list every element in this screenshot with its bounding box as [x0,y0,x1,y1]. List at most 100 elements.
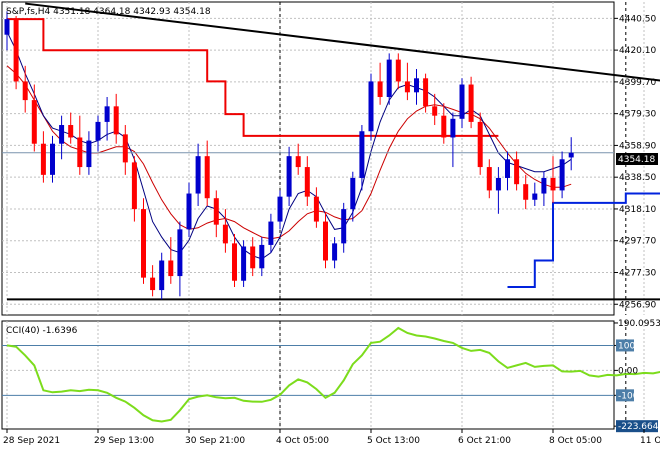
candle-body [523,184,529,200]
candle-body [122,134,128,163]
candle [368,73,374,141]
cci-tick-label: -223.6649 [618,422,660,432]
candle-body [222,224,228,244]
candle [495,167,501,214]
candle [541,171,547,206]
price-chart-pane[interactable]: 4440.50 4420.10 4399.70 4379.30 4358.90 4338.… [1,1,660,316]
candle-body [414,78,419,93]
candle [222,209,228,253]
cci-tick-label: 100 [618,341,635,351]
cci-tick-label: 0.00 [618,366,638,376]
time-tick-label: 8 Oct 05:00 [549,436,602,446]
price-tick-label: 4256.90 [619,300,656,310]
candle [377,62,383,105]
candle-body [304,167,310,197]
candle-body [150,277,156,291]
candle-body [31,100,37,144]
cci-level-lines [2,344,614,396]
symbol-title: S&P,fs,H4 4351.18 4364.18 4342.93 4354.1… [6,7,211,17]
candle-body [505,159,510,178]
candle [295,143,301,175]
candle [459,78,465,129]
candle-body [495,177,501,191]
candle-body [40,143,46,175]
candle-body [77,137,83,168]
candle-body [22,81,28,101]
candle-body [286,156,292,197]
candle [113,93,119,144]
candle [122,125,128,175]
candle [395,53,401,90]
candle-body [59,125,65,144]
candle [341,202,347,253]
candle [477,112,483,175]
time-tick-label: 5 Oct 13:00 [367,436,420,446]
candle-body [295,156,301,168]
candle [423,73,429,113]
cci-axis: 190.0953 100 0.00 -100 -223.6649 [614,319,660,433]
candle [4,11,10,51]
candle-body [459,84,465,119]
candle-body [477,121,483,168]
candle [386,53,392,105]
cci-title: CCI(40) -1.6396 [6,326,78,336]
candle-body [232,243,237,281]
candle [450,112,456,168]
candle [141,198,146,284]
slow-moving-average [6,65,572,240]
cci-indicator-pane[interactable]: 190.0953 100 0.00 -100 -223.6649 CCI(40) -1.… [1,319,660,433]
candle-body [113,106,119,135]
candle-body [204,156,210,199]
candle-body [213,198,219,225]
trendline [25,2,660,82]
price-tick-label: 4277.30 [619,268,656,278]
candle [68,112,74,144]
candle-body [177,229,183,277]
candle [359,125,365,191]
candle-body [514,159,520,185]
candle-body [86,140,92,168]
candle-body [359,131,365,178]
candle-body [241,246,247,281]
cci-level-tag [616,339,634,352]
candle [523,174,529,210]
candle [104,96,110,141]
candle [86,131,92,175]
candle [168,237,174,284]
candle [468,76,474,129]
candle-body [141,209,146,278]
candle-body [432,106,438,116]
candle [505,151,510,191]
candle-body [350,177,356,210]
time-tick-label: 30 Sep 21:00 [185,436,245,446]
candle [259,237,265,277]
candle [332,237,338,269]
candle [40,131,46,183]
cci-vertical-markers [279,321,627,429]
cci-line [6,326,660,423]
candle-body [541,177,547,194]
candle-body [441,115,447,138]
candle [313,187,319,228]
candle-body [377,81,383,97]
candle-body [559,159,565,191]
candle [550,156,556,203]
price-axis: 4440.50 4420.10 4399.70 4379.30 4358.90 4338.… [614,14,656,310]
candle [77,115,83,175]
candle-body [186,193,192,230]
candle-body [268,221,274,245]
candle-body [386,59,392,97]
candle [441,103,447,144]
candle-body [486,167,492,191]
time-axis: 28 Sep 2021 29 Sep 13:00 30 Sep 21:00 4 Oct… [3,429,660,446]
candle-body [168,260,174,277]
resistance-step-line [7,18,499,137]
candle [186,182,192,238]
candle-body [13,19,19,82]
candle [350,171,356,222]
candle-body [450,118,456,138]
candle-body [423,78,429,107]
price-tick-label: 4420.10 [619,46,656,56]
support-step-line [507,192,660,288]
